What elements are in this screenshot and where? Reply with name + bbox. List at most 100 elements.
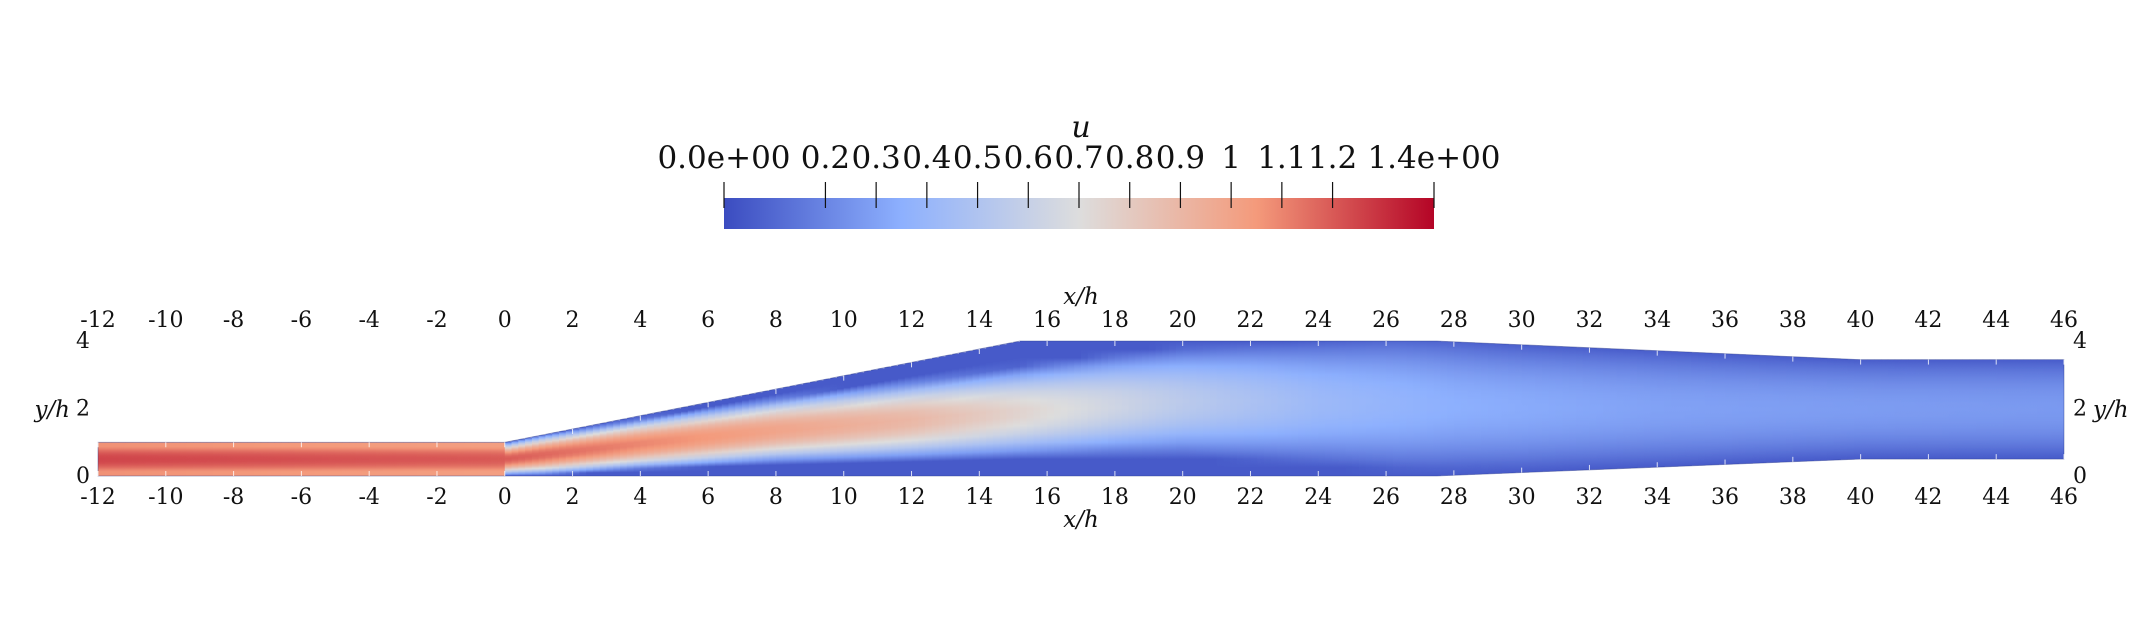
colorbar-tick-label: 0.4 — [902, 140, 951, 176]
field-strip — [409, 442, 418, 476]
field-strip — [1670, 351, 1679, 467]
field-strip — [1752, 354, 1760, 464]
field-strip — [125, 442, 133, 476]
field-strip — [1826, 358, 1835, 461]
x-tick-label-top: 2 — [566, 308, 580, 333]
field-strip — [1955, 359, 1964, 460]
field-strip — [1148, 341, 1157, 476]
field-strip — [1169, 341, 1177, 476]
field-strip — [1603, 348, 1611, 470]
x-tick-label-top: -12 — [80, 308, 115, 333]
field-strip — [531, 436, 540, 476]
field-strip — [1908, 359, 1916, 460]
field-strip — [1847, 359, 1855, 460]
x-tick-label-bottom: -4 — [358, 485, 379, 510]
field-strip — [165, 442, 174, 476]
field-strip — [220, 442, 228, 476]
field-strip — [1094, 341, 1103, 476]
field-strip — [1569, 346, 1577, 471]
field-strip — [186, 442, 194, 476]
x-tick-label-top: 6 — [701, 308, 715, 333]
field-strip — [382, 442, 391, 476]
field-strip — [1196, 341, 1204, 476]
x-tick-label-bottom: 14 — [965, 485, 993, 510]
x-tick-label-bottom: -2 — [426, 485, 447, 510]
field-strip — [1243, 341, 1252, 476]
field-strip — [674, 408, 682, 476]
field-strip — [233, 442, 242, 476]
field-strip — [375, 442, 384, 476]
field-strip — [1758, 355, 1767, 464]
field-strip — [681, 406, 689, 476]
field-strip — [369, 442, 377, 476]
colorbar-tick-label: 0.6 — [1004, 140, 1053, 176]
x-tick-label-bottom: 34 — [1643, 485, 1671, 510]
colorbar-tick-label: 0.7 — [1054, 140, 1103, 176]
field-strip — [1209, 341, 1218, 476]
field-strip — [1616, 349, 1625, 469]
field-strip — [1928, 359, 1936, 460]
x-tick-label-bottom: 6 — [701, 485, 715, 510]
field-strip — [891, 365, 899, 476]
field-strip — [511, 440, 520, 476]
field-strip — [952, 353, 960, 476]
field-strip — [1975, 359, 1984, 460]
field-strip — [958, 352, 967, 476]
field-strip — [450, 442, 459, 476]
field-strip — [1081, 341, 1089, 476]
field-strip — [342, 442, 350, 476]
field-strip — [904, 362, 913, 476]
field-strip — [1921, 359, 1930, 460]
field-strip — [1935, 359, 1943, 460]
field-strip — [2002, 359, 2011, 460]
x-tick-label-bottom: 16 — [1033, 485, 1061, 510]
field-strip — [477, 442, 486, 476]
field-strip — [877, 368, 886, 476]
field-strip — [1467, 342, 1475, 475]
field-strip — [1786, 356, 1794, 462]
field-strip — [335, 442, 343, 476]
field-strip — [1338, 341, 1347, 476]
field-strip — [1236, 341, 1245, 476]
field-strip — [931, 357, 940, 476]
field-strip — [464, 442, 472, 476]
field-strip — [769, 389, 777, 476]
field-strip — [592, 424, 601, 476]
x-tick-label-top: 14 — [965, 308, 993, 333]
x-tick-label-top: 40 — [1847, 308, 1875, 333]
field-strip — [1833, 358, 1842, 461]
x-tick-label-bottom: 38 — [1779, 485, 1807, 510]
field-strip — [538, 434, 547, 476]
x-tick-label-bottom: -10 — [148, 485, 183, 510]
field-strip — [755, 392, 764, 476]
field-strip — [782, 386, 791, 476]
field-strip — [1406, 341, 1414, 476]
field-strip — [1352, 341, 1360, 476]
field-strip — [226, 442, 235, 476]
field-strip — [2023, 359, 2031, 460]
x-tick-label-bottom: 4 — [633, 485, 647, 510]
field-strip — [1101, 341, 1109, 476]
field-strip — [1047, 341, 1055, 476]
field-strip — [138, 442, 147, 476]
field-strip — [803, 382, 811, 476]
field-strip — [281, 442, 289, 476]
field-strip — [247, 442, 255, 476]
field-strip — [1331, 341, 1340, 476]
field-strip — [1155, 341, 1164, 476]
x-tick-label-bottom: 22 — [1236, 485, 1264, 510]
field-strip — [1806, 357, 1814, 462]
x-tick-label-bottom: 24 — [1304, 485, 1332, 510]
field-strip — [1386, 341, 1394, 476]
field-strip — [1040, 341, 1048, 476]
field-strip — [1487, 343, 1496, 474]
field-strip — [620, 418, 628, 476]
field-strip — [836, 376, 845, 476]
field-strip — [213, 442, 221, 476]
colorbar-tick-label: 1.1 — [1257, 140, 1306, 176]
x-tick-label-top: 24 — [1304, 308, 1332, 333]
field-strip — [1582, 347, 1591, 471]
field-strip — [396, 442, 404, 476]
field-strip — [1413, 341, 1421, 476]
field-strip — [552, 432, 560, 476]
